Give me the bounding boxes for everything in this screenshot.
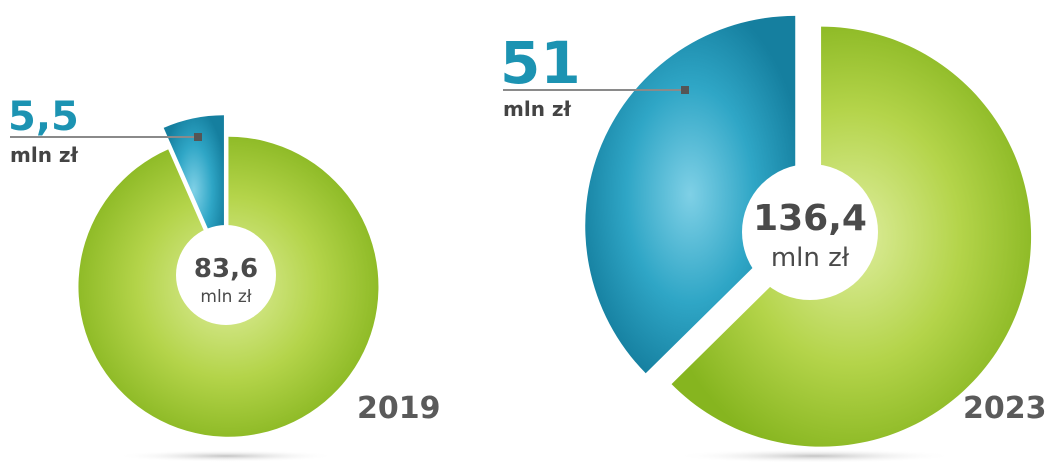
pie-2019-callout-value: 5,5: [8, 94, 79, 140]
year-label-2023: 2023: [963, 391, 1047, 426]
pie-2023-callout-unit: mln zł: [503, 97, 572, 121]
pie-2019-shadow: [116, 450, 336, 462]
pie-2019-callout-unit: mln zł: [10, 143, 79, 167]
pie-2023-center-hole: [742, 164, 878, 300]
pie-2023-total-value: 136,4: [753, 198, 867, 239]
year-label-2019: 2019: [357, 391, 441, 426]
pie-2019-total-unit: mln zł: [200, 287, 251, 307]
pie-chart-2023: 136,4 mln zł 51 mln zł 2023: [500, 15, 1047, 463]
pie-2023-total-unit: mln zł: [771, 243, 850, 273]
pie-2023-shadow: [675, 449, 955, 463]
pie-2019-slice-blue: [163, 115, 224, 266]
pie-2019-callout-dot: [194, 133, 202, 141]
pie-chart-2019: 83,6 mln zł 5,5 mln zł 2019: [8, 94, 441, 462]
pie-2023-slice-blue: [585, 15, 796, 374]
pie-2019-total-value: 83,6: [194, 254, 258, 284]
pie-2023-callout-value: 51: [500, 29, 581, 97]
pie-2019-center-hole: [176, 225, 276, 325]
pie-2023-callout-dot: [681, 86, 689, 94]
